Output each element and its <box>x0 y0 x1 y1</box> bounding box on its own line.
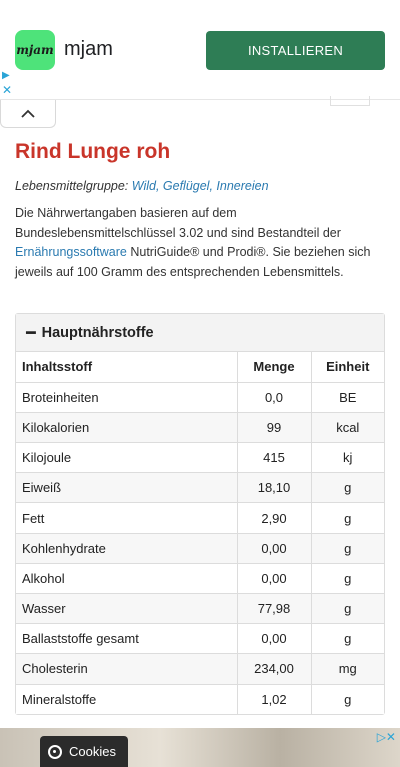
nutrient-name: Ballaststoffe gesamt <box>16 623 238 655</box>
table-row: Broteinheiten 0,0 BE <box>16 382 384 413</box>
nutrient-name: Fett <box>16 502 238 534</box>
table-row: Alkohol 0,00 g <box>16 563 384 595</box>
nutrient-amount: 0,00 <box>237 563 312 595</box>
app-logo[interactable]: mjam <box>15 30 55 70</box>
app-name[interactable]: mjam <box>64 38 113 60</box>
close-ad-icon[interactable]: ▷✕ <box>376 730 396 744</box>
nutrient-unit: mg <box>311 653 384 685</box>
nutrient-table: Inhaltsstoff Menge Einheit Broteinheiten… <box>16 352 384 715</box>
nutrient-unit: g <box>311 502 384 534</box>
main-nutrients-panel: ━ Hauptnährstoffe Inhaltsstoff Menge Ein… <box>15 313 385 716</box>
nutrient-unit: g <box>311 472 384 504</box>
table-row: Fett 2,90 g <box>16 502 384 534</box>
page-title: Rind Lunge roh <box>15 140 171 163</box>
nutrient-unit: g <box>311 593 384 625</box>
install-button[interactable]: INSTALLIEREN <box>206 31 385 70</box>
nutrient-amount: 99 <box>237 412 312 444</box>
nutrient-name: Broteinheiten <box>16 382 238 413</box>
column-header: Inhaltsstoff <box>16 352 238 383</box>
nutrient-amount: 234,00 <box>237 653 312 685</box>
food-group-link[interactable]: Wild, Geflügel, Innereien <box>131 179 269 193</box>
nutrient-name: Wasser <box>16 593 238 625</box>
cookie-icon <box>48 744 62 759</box>
close-ad-icon[interactable]: ✕ <box>2 83 13 97</box>
nutrient-unit: g <box>344 691 352 707</box>
table-row: Wasser 77,98 g <box>16 593 384 625</box>
nutrient-name: Kohlenhydrate <box>16 533 238 564</box>
cookies-label: Cookies <box>69 744 116 759</box>
column-header: Einheit <box>311 352 384 383</box>
table-header-row: Inhaltsstoff Menge Einheit <box>16 352 384 383</box>
panel-header[interactable]: ━ Hauptnährstoffe <box>16 314 384 352</box>
table-row: Kilokalorien 99 kcal <box>16 412 384 444</box>
nutrient-amount: 1,02 <box>237 684 312 715</box>
header-edge <box>330 96 370 106</box>
description: Die Nährwertangaben basieren auf dem Bun… <box>15 204 385 282</box>
nutrient-unit: BE <box>311 382 384 413</box>
nutrient-name: Mineralstoffe <box>16 684 238 715</box>
main-content: Rind Lunge roh Lebensmittelgruppe: Wild,… <box>15 140 385 282</box>
table-row: Cholesterin 234,00 mg <box>16 653 384 685</box>
nutrient-unit: g <box>311 623 384 655</box>
nutrient-unit: g <box>311 533 384 564</box>
panel-title: Hauptnährstoffe <box>41 324 154 341</box>
table-row: Eiweiß 18,10 g <box>16 472 384 504</box>
nutrient-amount: 77,98 <box>237 593 312 625</box>
nutrient-unit: kcal <box>311 412 384 444</box>
nutrient-name: Eiweiß <box>16 472 238 504</box>
nutrient-amount: 0,0 <box>237 382 312 413</box>
collapse-header-button[interactable] <box>0 100 56 128</box>
ad-choices-icon[interactable]: ▶ <box>2 70 10 81</box>
nutrient-unit: kj <box>311 442 384 474</box>
software-link[interactable]: Ernährungssoftware <box>15 245 127 259</box>
description-text-2: NutriGuide® und Prodi®. Sie beziehen sic… <box>15 245 371 279</box>
nutrient-name: Kilojoule <box>16 442 238 474</box>
chevron-up-icon <box>21 109 35 118</box>
food-group: Lebensmittelgruppe: Wild, Geflügel, Inne… <box>15 179 385 193</box>
table-row: Kohlenhydrate 0,00 g <box>16 533 384 564</box>
food-group-label: Lebensmittelgruppe: <box>15 179 129 193</box>
nutrient-amount: 415 <box>237 442 312 474</box>
nutrient-amount: 2,90 <box>237 502 312 534</box>
nutrient-unit: g <box>311 563 384 595</box>
column-header: Menge <box>237 352 312 383</box>
table-row: Mineralstoffe 1,02 g <box>16 684 384 715</box>
cookies-button[interactable]: Cookies <box>40 736 128 767</box>
description-text-1: Die Nährwertangaben basieren auf dem Bun… <box>15 206 341 240</box>
nutrient-amount: 18,10 <box>237 472 312 504</box>
nutrient-amount: 0,00 <box>237 533 312 564</box>
nutrient-name: Alkohol <box>16 563 238 595</box>
table-row: Kilojoule 415 kj <box>16 442 384 474</box>
ad-banner[interactable]: mjam mjam INSTALLIEREN ▶ ✕ <box>0 0 400 106</box>
nutrient-name: Kilokalorien <box>16 412 238 444</box>
nutrient-name: Cholesterin <box>16 653 238 685</box>
nutrient-amount: 0,00 <box>237 623 312 655</box>
table-row: Ballaststoffe gesamt 0,00 g <box>16 623 384 655</box>
minus-icon: ━ <box>26 324 36 342</box>
